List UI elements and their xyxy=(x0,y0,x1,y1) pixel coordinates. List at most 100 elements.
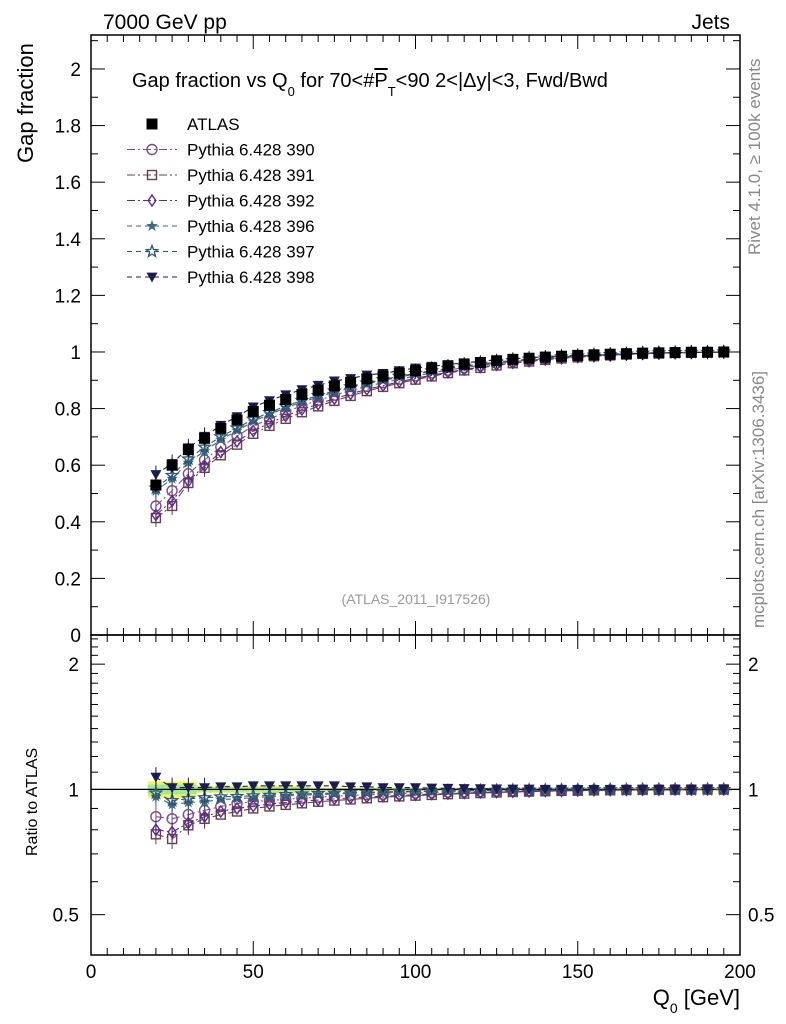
y-tick-label: 1.4 xyxy=(55,230,82,251)
ratio-data-point xyxy=(361,782,373,793)
data-point xyxy=(231,439,243,450)
atlas-data-point xyxy=(296,388,308,400)
data-point xyxy=(279,401,292,413)
atlas-data-point xyxy=(491,355,503,367)
legend-label-atlas: ATLAS xyxy=(187,115,240,134)
y-tick-label: 0.8 xyxy=(55,400,81,421)
ratio-data-point xyxy=(215,809,227,820)
ratio-data-point xyxy=(216,804,226,819)
y-tick-label: 0 xyxy=(70,626,81,647)
atlas-data-point xyxy=(685,346,697,358)
ratio-data-point xyxy=(231,806,243,817)
ratio-data-point xyxy=(572,785,584,795)
x-tick-label: 100 xyxy=(400,962,432,983)
data-point xyxy=(183,474,194,488)
data-point xyxy=(296,396,308,407)
ratio-y-tick-label: 2 xyxy=(68,655,79,676)
atlas-data-point xyxy=(620,348,632,360)
ratio-data-point xyxy=(391,783,407,798)
atlas-data-point xyxy=(150,479,162,491)
ratio-data-point xyxy=(197,789,213,805)
legend-marker xyxy=(146,143,158,156)
data-point xyxy=(248,424,258,438)
ratio-data-point xyxy=(393,783,405,794)
main-series-group xyxy=(148,344,732,527)
data-point xyxy=(297,402,307,417)
atlas-data-point xyxy=(199,432,211,444)
y-axis-label: Gap fraction xyxy=(13,43,38,163)
ratio-y-axis-label: Ratio to ATLAS xyxy=(24,748,41,856)
data-point xyxy=(247,415,259,427)
legend: ATLAS Pythia 6.428 390 Pythia 6.428 391 Pyt… xyxy=(127,115,315,287)
ratio-data-point xyxy=(296,789,308,801)
data-point xyxy=(197,439,213,454)
data-point xyxy=(150,470,162,480)
atlas-data-point xyxy=(328,380,340,392)
main-panel: 0 0.2 0.4 0.6 0.8 1 1.2 1.4 1.6 1.8 2 xyxy=(55,34,741,647)
atlas-data-point xyxy=(442,360,454,372)
ratio-data-point xyxy=(345,782,357,793)
ratio-y-tick-label: 1 xyxy=(68,780,79,801)
ratio-data-point xyxy=(263,790,276,802)
ratio-data-point xyxy=(167,825,177,839)
ratio-data-point xyxy=(213,788,229,804)
ratio-data-point xyxy=(310,785,326,800)
header-energy-label: 7000 GeV pp xyxy=(103,11,227,34)
ratio-data-point xyxy=(248,799,258,813)
ratio-data-point xyxy=(166,783,178,794)
data-point xyxy=(313,397,323,411)
ratio-data-point xyxy=(361,787,373,798)
ratio-data-point xyxy=(280,781,292,792)
legend-label: Pythia 6.428 396 xyxy=(187,217,315,236)
ratio-data-point xyxy=(183,816,194,830)
ratio-data-point xyxy=(264,801,275,812)
ratio-data-point xyxy=(232,801,242,816)
y-tick-label: 1.6 xyxy=(55,173,81,194)
atlas-data-point xyxy=(215,422,227,434)
y-tick-label: 0.6 xyxy=(55,456,81,477)
x-tick-label: 0 xyxy=(86,962,97,983)
legend-marker xyxy=(146,272,158,283)
atlas-data-point xyxy=(523,352,535,364)
legend-label: Pythia 6.428 397 xyxy=(187,243,315,262)
data-point xyxy=(345,387,356,401)
ratio-data-point xyxy=(326,785,342,800)
series-line xyxy=(155,351,724,507)
ratio-data-point xyxy=(620,785,632,795)
legend-marker xyxy=(146,220,158,231)
ratio-data-point xyxy=(343,784,359,800)
data-point xyxy=(264,416,275,430)
ratio-data-point xyxy=(199,783,211,794)
ratio-data-point xyxy=(669,785,681,795)
ratio-data-point xyxy=(375,784,391,799)
data-point xyxy=(296,407,308,418)
data-point xyxy=(263,408,276,420)
ratio-data-point xyxy=(262,787,277,802)
ratio-data-point xyxy=(164,792,180,807)
data-point xyxy=(280,409,291,423)
series-line xyxy=(155,351,724,519)
legend-marker xyxy=(144,243,160,258)
ratio-data-point xyxy=(653,785,665,795)
x-axis-tick-labels: 0 50 100 150 200 xyxy=(86,962,756,983)
ratio-y-tick-label-right: 2 xyxy=(748,655,759,676)
data-point xyxy=(180,451,196,466)
ratio-data-point xyxy=(523,784,535,795)
legend-label: Pythia 6.428 392 xyxy=(187,192,315,211)
ratio-data-point xyxy=(588,785,600,795)
y-tick-label: 0.2 xyxy=(55,569,81,590)
atlas-data-point xyxy=(507,353,519,365)
ratio-data-point xyxy=(150,772,162,783)
ratio-data-point xyxy=(180,790,196,806)
x-tick-label: 150 xyxy=(562,962,594,983)
ratio-series-line xyxy=(155,788,724,833)
ratio-data-point xyxy=(229,788,245,803)
atlas-data-point xyxy=(263,399,275,411)
ratio-data-point xyxy=(424,783,440,798)
atlas-data-point xyxy=(669,347,681,359)
atlas-data-point xyxy=(653,347,665,359)
atlas-data-point xyxy=(637,347,649,359)
atlas-data-point xyxy=(539,351,551,363)
ratio-data-point xyxy=(408,783,423,798)
